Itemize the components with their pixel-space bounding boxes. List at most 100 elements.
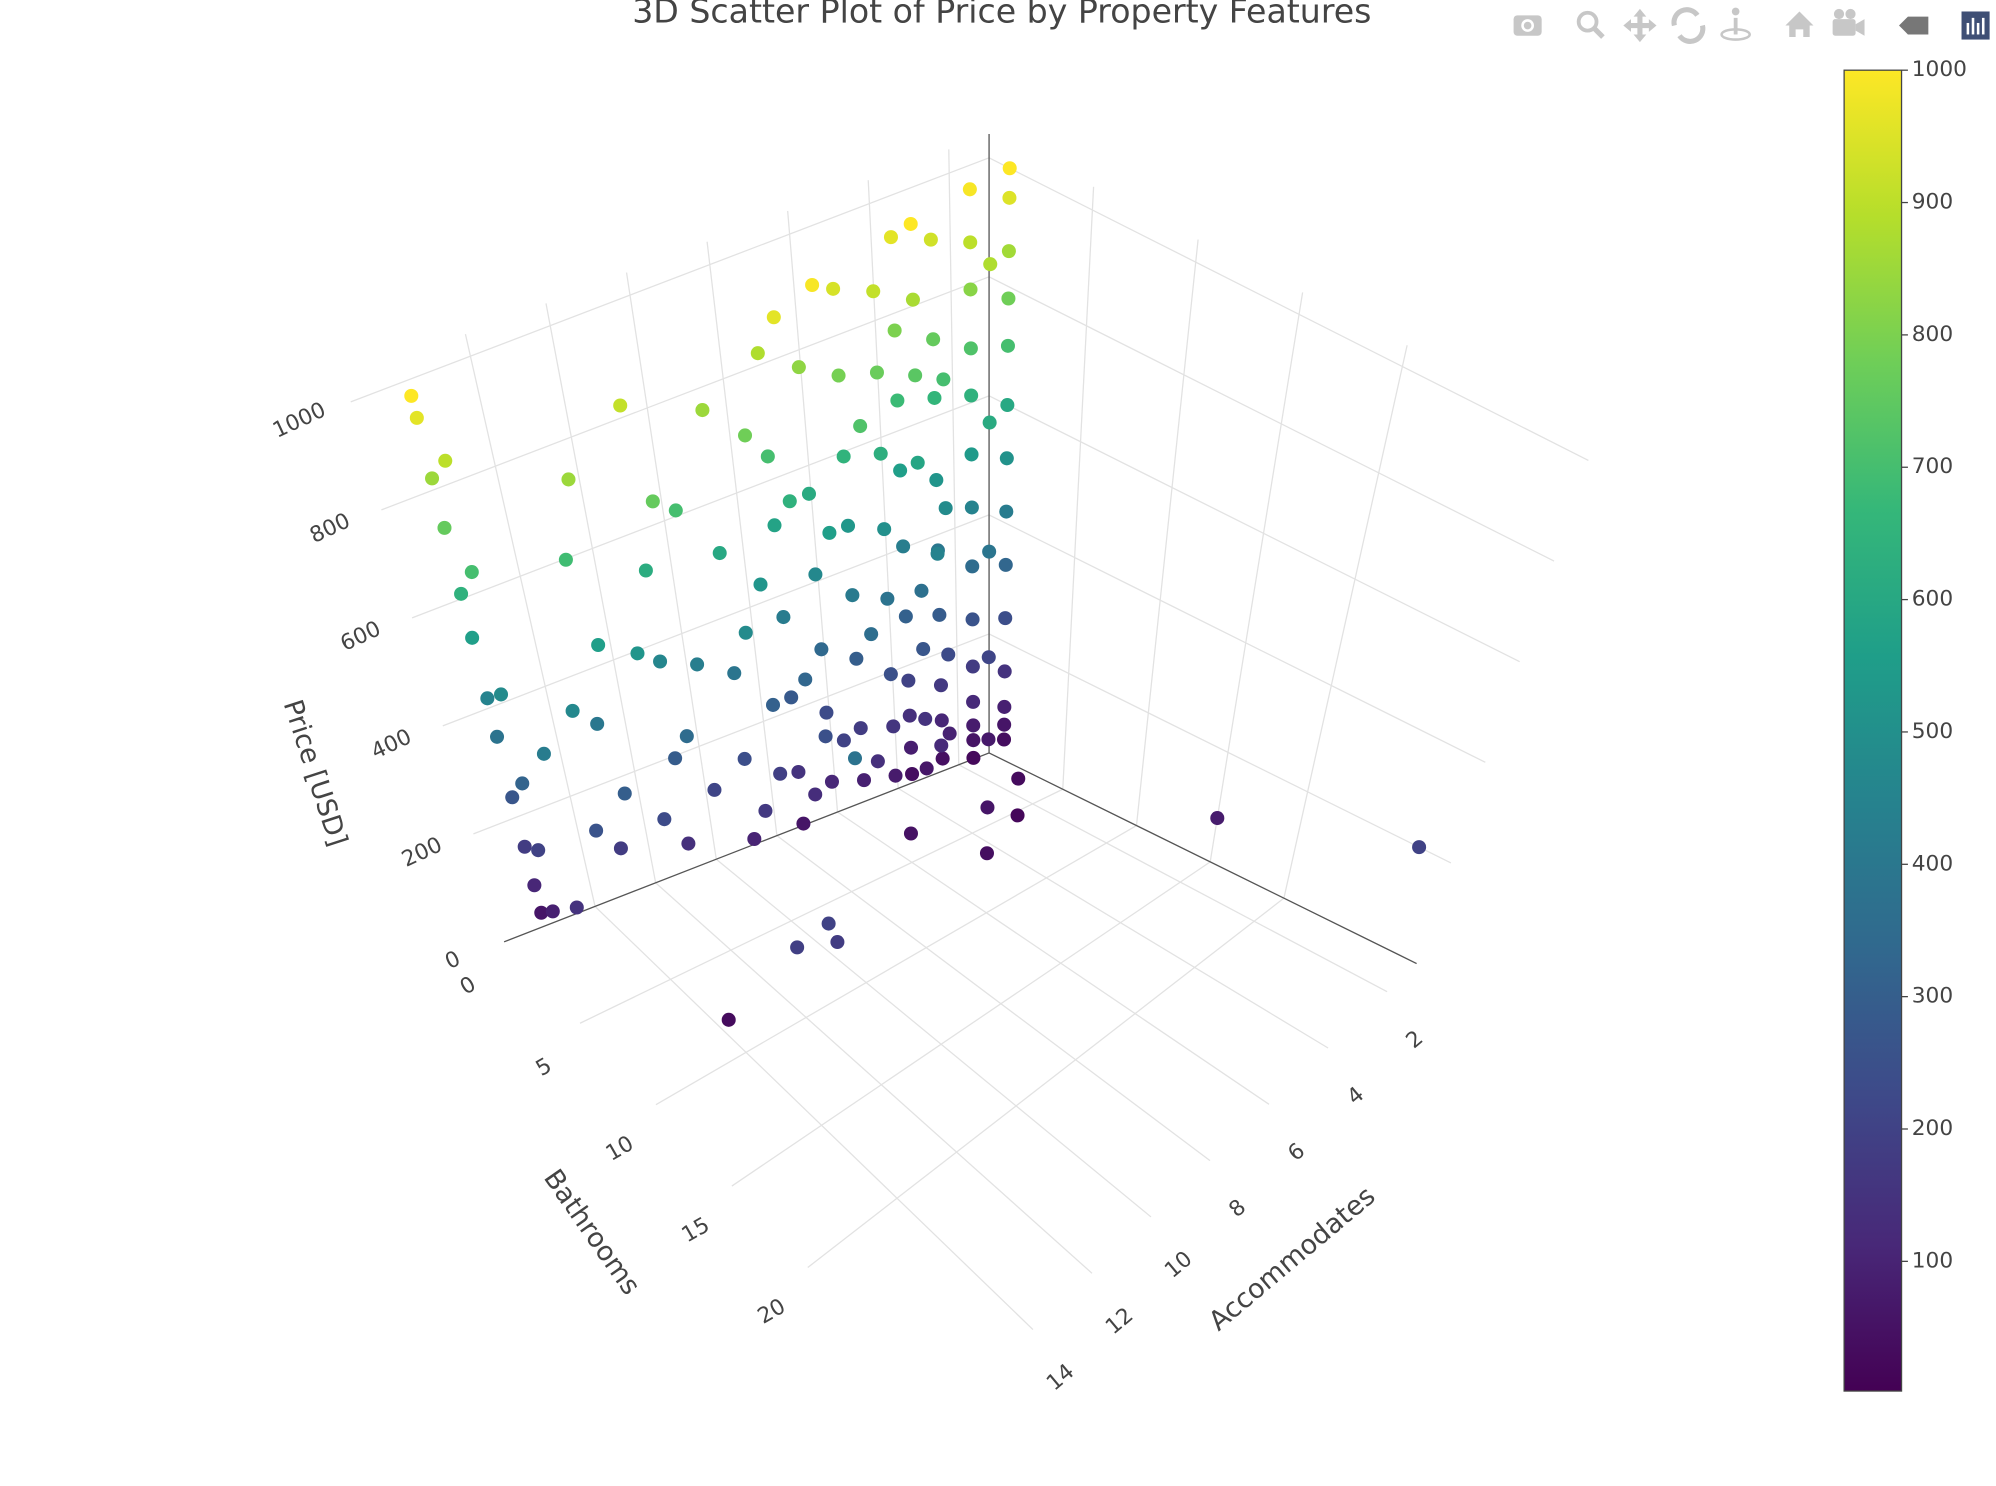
point	[536, 746, 551, 761]
point	[929, 473, 944, 488]
point	[886, 719, 901, 734]
point	[409, 410, 424, 425]
point	[966, 694, 981, 709]
point	[760, 449, 775, 464]
z-grid-line	[988, 276, 1555, 562]
point	[465, 630, 480, 645]
colorbar-tick-label: 100	[1912, 1248, 1953, 1273]
x-tick-label: 14	[1042, 1359, 1079, 1396]
point	[877, 522, 892, 537]
point	[836, 733, 851, 748]
y-tick-label: 10	[602, 1131, 638, 1166]
point	[930, 546, 945, 561]
point	[998, 611, 1013, 626]
y-grid-line	[1283, 345, 1408, 899]
axis-line	[988, 752, 1417, 965]
point	[558, 552, 573, 567]
point	[653, 654, 668, 669]
point	[505, 790, 520, 805]
z-axis-title: Price [USD]	[277, 696, 353, 850]
point	[964, 388, 979, 403]
point	[888, 768, 903, 783]
point	[515, 776, 530, 791]
point	[996, 732, 1012, 747]
z-tick-label: 1000	[269, 398, 330, 444]
point	[997, 664, 1012, 679]
pan-button[interactable]	[1623, 8, 1657, 43]
point	[1010, 808, 1025, 823]
point	[845, 588, 860, 603]
y-axis-title: Bathrooms	[537, 1164, 646, 1301]
colorbar-tick-label: 300	[1912, 984, 1953, 1009]
x-grid-line	[867, 180, 899, 789]
point	[908, 368, 923, 383]
point	[805, 277, 820, 293]
point	[824, 774, 839, 789]
colorbar-tick-label: 400	[1912, 851, 1953, 876]
home-button[interactable]	[1785, 11, 1814, 38]
y-tick-label: 20	[754, 1294, 790, 1329]
z-grid-line	[988, 633, 1452, 864]
turntable-button[interactable]	[1720, 7, 1751, 41]
z-grid-line	[988, 157, 1589, 461]
orbit-button[interactable]	[1671, 7, 1706, 44]
point	[890, 393, 905, 408]
y-grid-line	[579, 788, 1064, 1024]
point	[404, 388, 419, 403]
y-grid-line	[1062, 186, 1095, 790]
y-grid-line	[807, 897, 1285, 1268]
zoom-button[interactable]	[1576, 10, 1605, 39]
point	[853, 721, 868, 736]
z-grid-line	[988, 514, 1486, 763]
point	[822, 525, 837, 540]
point	[765, 697, 781, 712]
z-tick-label: 400	[367, 724, 415, 764]
hover-button[interactable]	[1898, 16, 1929, 35]
chart-title: 3D Scatter Plot of Price by Property Fea…	[632, 0, 1371, 30]
camera-button[interactable]	[1513, 15, 1542, 36]
point	[808, 567, 823, 582]
point	[935, 751, 950, 766]
point	[826, 281, 841, 296]
x-tick-label: 4	[1342, 1082, 1369, 1110]
point	[883, 230, 898, 245]
point	[981, 732, 996, 747]
x-grid-line	[625, 272, 717, 860]
point	[840, 518, 856, 533]
point	[527, 878, 542, 893]
point	[638, 563, 653, 578]
point	[1002, 161, 1017, 176]
point	[923, 232, 938, 247]
point	[964, 447, 979, 462]
point	[531, 843, 546, 858]
point	[753, 577, 768, 592]
point	[926, 332, 941, 347]
point	[818, 729, 833, 744]
point	[801, 486, 816, 501]
x-grid-line	[787, 210, 839, 813]
reset-camera-button[interactable]	[1832, 8, 1865, 36]
point	[784, 690, 799, 705]
axis-layer	[503, 134, 1417, 965]
x-tick-label: 12	[1101, 1303, 1138, 1340]
point	[798, 672, 813, 687]
point	[849, 651, 864, 666]
point	[814, 642, 829, 657]
point	[1001, 244, 1016, 259]
x-tick-label: 8	[1224, 1195, 1251, 1223]
z-tick-label: 600	[337, 616, 385, 656]
point	[738, 625, 753, 640]
z-grid-line	[988, 395, 1520, 663]
colorbar: 100 200 300 400 500 600 700 800 900 1000	[1843, 57, 1967, 1392]
plotly-logo[interactable]	[1961, 11, 1990, 40]
point	[963, 282, 978, 297]
x-grid-line	[464, 333, 596, 907]
label-layer: 0 200 400 600 800 1000 0 5 10 15 20 2 4 6 8 10 12 14	[269, 398, 1428, 1397]
x-tick-label: 2	[1402, 1026, 1429, 1054]
x-grid-line	[706, 241, 778, 836]
point	[919, 761, 934, 776]
point	[819, 705, 834, 720]
point	[1001, 291, 1016, 306]
point	[902, 708, 917, 723]
point	[927, 390, 942, 405]
